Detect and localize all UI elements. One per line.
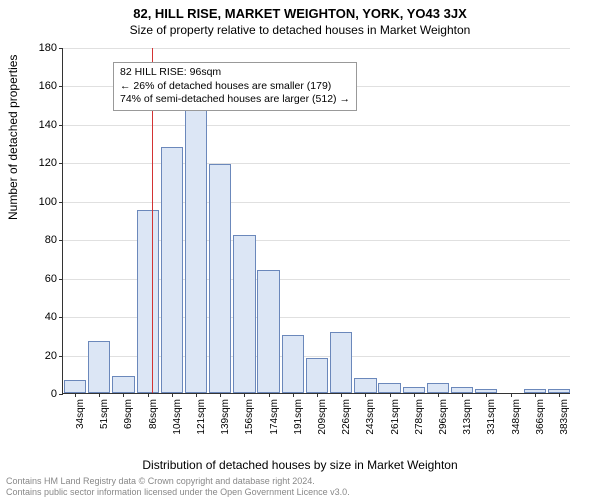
xtick-label: 174sqm — [269, 399, 280, 435]
xtick-mark — [462, 393, 463, 397]
histogram-bar — [88, 341, 110, 393]
xtick-mark — [123, 393, 124, 397]
footer-line2: Contains public sector information licen… — [6, 487, 350, 498]
y-axis-label: Number of detached properties — [6, 55, 20, 220]
x-axis-label: Distribution of detached houses by size … — [0, 458, 600, 472]
ytick-mark — [59, 317, 63, 318]
histogram-bar — [64, 380, 86, 393]
chart-title: 82, HILL RISE, MARKET WEIGHTON, YORK, YO… — [0, 0, 600, 21]
xtick-mark — [341, 393, 342, 397]
xtick-label: 366sqm — [535, 399, 546, 435]
histogram-bar — [354, 378, 376, 393]
xtick-mark — [196, 393, 197, 397]
xtick-mark — [220, 393, 221, 397]
histogram-bar — [427, 383, 449, 393]
xtick-mark — [486, 393, 487, 397]
ytick-label: 140 — [39, 119, 57, 131]
ytick-mark — [59, 240, 63, 241]
chart-plot-area: 02040608010012014016018034sqm51sqm69sqm8… — [62, 48, 570, 394]
footer-attribution: Contains HM Land Registry data © Crown c… — [6, 476, 350, 498]
ytick-label: 40 — [45, 311, 57, 323]
ytick-mark — [59, 356, 63, 357]
xtick-mark — [99, 393, 100, 397]
xtick-mark — [390, 393, 391, 397]
ytick-label: 20 — [45, 350, 57, 362]
xtick-mark — [414, 393, 415, 397]
histogram-bar — [378, 383, 400, 393]
xtick-label: 104sqm — [172, 399, 183, 435]
xtick-mark — [365, 393, 366, 397]
xtick-mark — [172, 393, 173, 397]
histogram-bar — [282, 335, 304, 393]
gridline — [63, 48, 570, 49]
xtick-mark — [535, 393, 536, 397]
xtick-label: 34sqm — [75, 399, 86, 429]
gridline — [63, 202, 570, 203]
histogram-bar — [185, 95, 207, 393]
xtick-label: 296sqm — [438, 399, 449, 435]
ytick-label: 100 — [39, 196, 57, 208]
xtick-mark — [269, 393, 270, 397]
xtick-mark — [244, 393, 245, 397]
ytick-label: 160 — [39, 80, 57, 92]
histogram-bar — [161, 147, 183, 393]
ytick-mark — [59, 125, 63, 126]
histogram-bar — [306, 358, 328, 393]
ytick-label: 120 — [39, 157, 57, 169]
ytick-mark — [59, 202, 63, 203]
ytick-mark — [59, 48, 63, 49]
xtick-label: 86sqm — [148, 399, 159, 429]
ytick-mark — [59, 163, 63, 164]
xtick-label: 139sqm — [220, 399, 231, 435]
ytick-label: 60 — [45, 273, 57, 285]
xtick-label: 226sqm — [341, 399, 352, 435]
xtick-label: 261sqm — [390, 399, 401, 435]
xtick-mark — [293, 393, 294, 397]
xtick-mark — [148, 393, 149, 397]
ytick-label: 80 — [45, 234, 57, 246]
xtick-label: 121sqm — [196, 399, 207, 435]
annotation-line: 74% of semi-detached houses are larger (… — [120, 93, 350, 107]
chart-subtitle: Size of property relative to detached ho… — [0, 21, 600, 41]
xtick-label: 383sqm — [559, 399, 570, 435]
annotation-line: ← 26% of detached houses are smaller (17… — [120, 80, 350, 94]
xtick-label: 51sqm — [99, 399, 110, 429]
xtick-mark — [559, 393, 560, 397]
xtick-label: 191sqm — [293, 399, 304, 435]
xtick-mark — [438, 393, 439, 397]
annotation-box: 82 HILL RISE: 96sqm← 26% of detached hou… — [113, 62, 357, 111]
xtick-label: 278sqm — [414, 399, 425, 435]
gridline — [63, 163, 570, 164]
footer-line1: Contains HM Land Registry data © Crown c… — [6, 476, 350, 487]
ytick-mark — [59, 394, 63, 395]
xtick-label: 209sqm — [317, 399, 328, 435]
histogram-bar — [330, 332, 352, 394]
ytick-label: 0 — [51, 388, 57, 400]
histogram-bar — [257, 270, 279, 393]
histogram-bar — [209, 164, 231, 393]
xtick-label: 331sqm — [486, 399, 497, 435]
xtick-mark — [511, 393, 512, 397]
xtick-mark — [317, 393, 318, 397]
ytick-mark — [59, 86, 63, 87]
histogram-bar — [137, 210, 159, 393]
xtick-label: 156sqm — [244, 399, 255, 435]
histogram-bar — [233, 235, 255, 393]
ytick-label: 180 — [39, 42, 57, 54]
xtick-label: 313sqm — [462, 399, 473, 435]
xtick-label: 243sqm — [365, 399, 376, 435]
annotation-line: 82 HILL RISE: 96sqm — [120, 66, 350, 80]
ytick-mark — [59, 279, 63, 280]
xtick-mark — [75, 393, 76, 397]
xtick-label: 69sqm — [123, 399, 134, 429]
gridline — [63, 125, 570, 126]
histogram-bar — [112, 376, 134, 393]
xtick-label: 348sqm — [511, 399, 522, 435]
